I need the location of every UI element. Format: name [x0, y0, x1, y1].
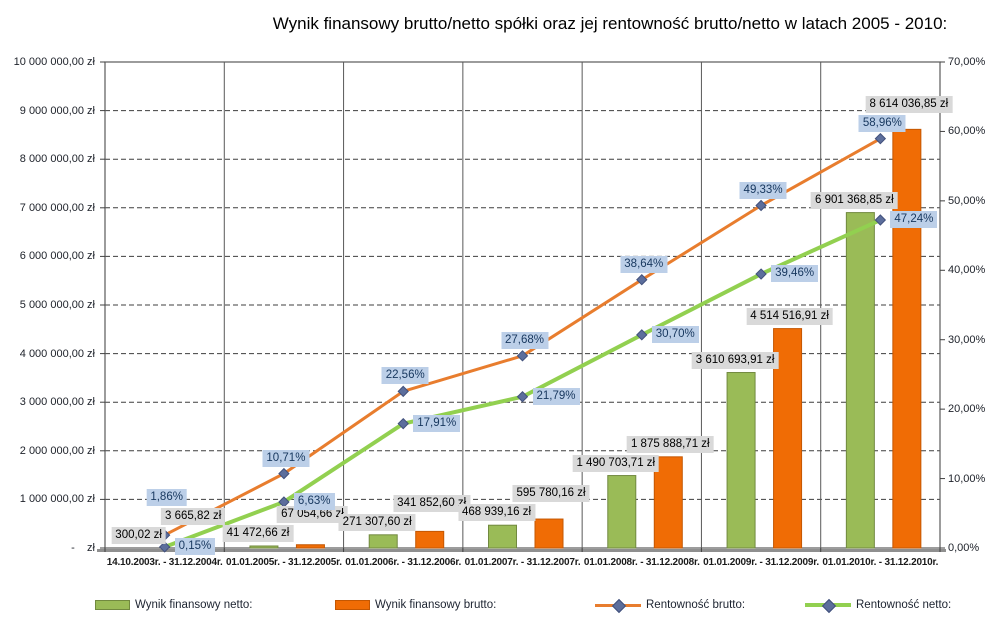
data-label-rentownosc-brutto: 10,71% [262, 449, 310, 467]
data-label-wynik-brutto: 341 852,60 zł [393, 494, 471, 512]
left-axis-tick-label: 9 000 000,00 zł [19, 104, 95, 117]
x-axis-category-label: 14.10.2003r. - 31.12.2004r. [106, 557, 223, 568]
diamond-marker-icon [611, 598, 627, 614]
left-axis-tick-label: 8 000 000,00 zł [19, 153, 95, 166]
data-label-wynik-brutto: 67 054,66 zł [277, 505, 348, 523]
right-axis-tick-label: 40,00% [948, 264, 986, 277]
data-label-rentownosc-netto: 30,70% [651, 325, 699, 343]
legend-bar-swatch [95, 600, 130, 610]
data-label-wynik-netto: 1 490 703,71 zł [572, 454, 660, 472]
data-label-wynik-netto: 300,02 zł [111, 526, 166, 544]
bars-netto [249, 212, 875, 549]
data-label-rentownosc-brutto: 49,33% [739, 181, 787, 199]
data-label-rentownosc-brutto: 38,64% [620, 255, 668, 273]
data-label-rentownosc-brutto: 27,68% [500, 331, 549, 349]
legend-label: Wynik finansowy brutto: [375, 599, 497, 611]
x-axis-category-label: 01.01.2010r. - 31.12.2010r. [822, 557, 939, 568]
data-label-rentownosc-netto: 6,63% [293, 492, 335, 510]
data-label-wynik-brutto: 4 514 516,91 zł [746, 307, 833, 325]
data-label-wynik-brutto: 595 780,16 zł [512, 485, 590, 503]
right-axis-tick-label: 30,00% [948, 333, 986, 346]
x-axis-category-label: 01.01.2005r. - 31.12.2005r. [226, 557, 342, 568]
left-axis-tick-label: 5 000 000,00 zł [19, 299, 95, 311]
horizontal-gridlines [105, 110, 940, 500]
data-label-wynik-netto: 271 307,60 zł [338, 513, 416, 531]
data-label-wynik-brutto: 3 665,82 zł [161, 507, 226, 525]
legend-bar-swatch [335, 600, 370, 610]
data-label-wynik-netto: 6 901 368,85 zł [811, 191, 898, 209]
data-label-rentownosc-brutto: 1,86% [146, 488, 187, 506]
left-axis-tick-label: 4 000 000,00 zł [19, 347, 95, 360]
data-label-rentownosc-netto: 47,24% [890, 211, 938, 229]
legend-item-rentownosc-netto: Rentowność netto: [805, 596, 951, 614]
legend-label: Wynik finansowy netto: [135, 599, 253, 611]
legend-line-swatch [805, 597, 851, 614]
axis-ticks [100, 61, 945, 552]
left-axis-tick-label: 2 000 000,00 zł [19, 444, 95, 457]
left-axis-tick-label: - zł [71, 542, 95, 554]
x-axis-category-label: 01.01.2006r. - 31.12.2006r. [345, 557, 462, 568]
legend-item-rentownosc-brutto: Rentowność brutto: [595, 596, 745, 614]
left-axis-tick-label: 6 000 000,00 zł [19, 250, 95, 263]
x-axis-category-label: 01.01.2009r. - 31.12.2009r. [703, 557, 819, 568]
right-axis-tick-label: 50,00% [948, 194, 986, 207]
data-label-wynik-brutto: 8 614 036,85 zł [865, 95, 953, 113]
data-label-rentownosc-netto: 21,79% [532, 387, 580, 405]
chart-canvas [97, 61, 946, 553]
data-label-wynik-brutto: 1 875 888,71 zł [626, 435, 714, 453]
legend-line-swatch [595, 597, 641, 614]
x-axis-category-label: 01.01.2007r. - 31.12.2007r. [464, 557, 581, 568]
data-label-rentownosc-netto: 17,91% [413, 414, 461, 432]
data-label-wynik-netto: 41 472,66 zł [222, 524, 294, 542]
data-label-rentownosc-brutto: 58,96% [858, 114, 906, 132]
data-label-wynik-netto: 468 939,16 zł [457, 504, 536, 522]
legend-item-wynik-netto: Wynik finansowy netto: [95, 596, 253, 614]
left-axis-tick-label: 7 000 000,00 zł [19, 201, 95, 214]
data-label-rentownosc-netto: 39,46% [771, 265, 819, 283]
data-label-rentownosc-brutto: 22,56% [381, 367, 429, 385]
legend-label: Rentowność brutto: [646, 599, 746, 611]
data-label-wynik-netto: 3 610 693,91 zł [691, 351, 779, 369]
right-axis-tick-label: 60,00% [948, 125, 986, 138]
left-axis-tick-label: 3 000 000,00 zł [19, 396, 95, 409]
right-axis-tick-label: 20,00% [948, 403, 986, 416]
chart-title: Wynik finansowy brutto/netto spółki oraz… [272, 14, 948, 33]
right-axis-tick-label: 10,00% [948, 472, 986, 485]
legend-item-wynik-brutto: Wynik finansowy brutto: [335, 596, 496, 614]
left-axis-tick-label: 1 000 000,00 zł [19, 493, 95, 506]
diamond-marker-icon [821, 598, 837, 614]
legend-label: Rentowność netto: [856, 599, 952, 611]
x-axis-category-label: 01.01.2008r. - 31.12.2008r. [583, 557, 700, 568]
data-label-rentownosc-netto: 0,15% [174, 537, 216, 555]
right-axis-tick-label: 70,00% [948, 56, 986, 68]
right-axis-tick-label: 0,00% [948, 542, 980, 554]
left-axis-tick-label: 10 000 000,00 zł [13, 56, 95, 68]
